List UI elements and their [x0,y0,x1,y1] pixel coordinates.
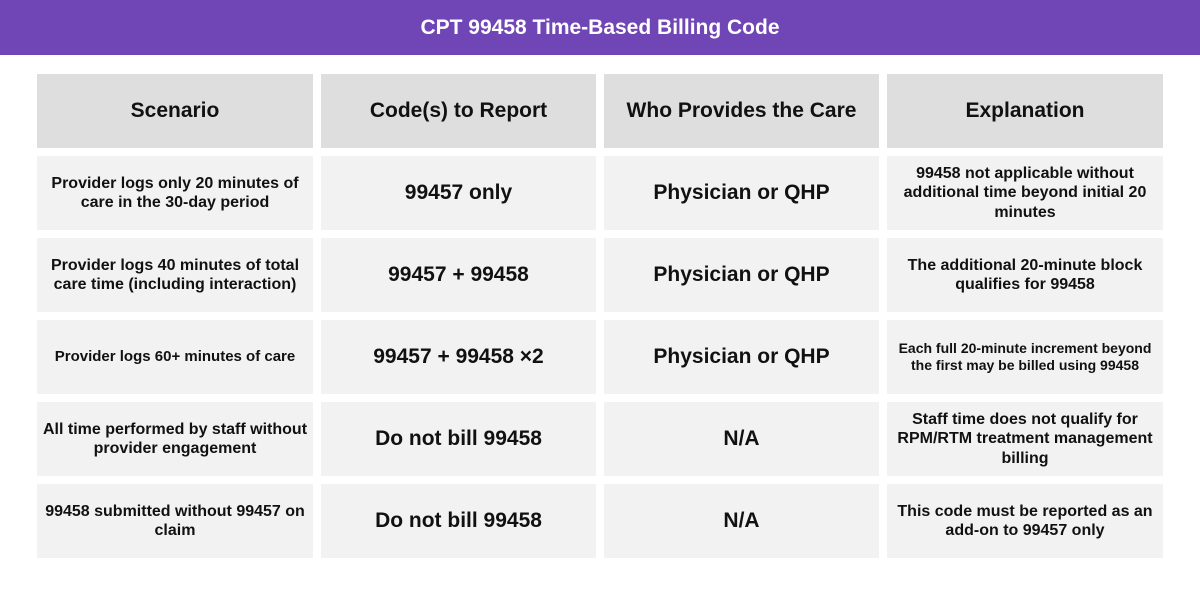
who-cell: Physician or QHP [604,156,879,230]
scenario-cell: Provider logs 40 minutes of total care t… [37,238,313,312]
who-cell: N/A [604,484,879,558]
who-cell: Physician or QHP [604,320,879,394]
billing-table: Scenario Code(s) to Report Who Provides … [37,74,1163,558]
codes-cell: 99457 + 99458 [321,238,596,312]
title-bar: CPT 99458 Time-Based Billing Code [0,0,1200,55]
column-header-explanation: Explanation [887,74,1163,148]
scenario-cell: Provider logs 60+ minutes of care [37,320,313,394]
scenario-cell: Provider logs only 20 minutes of care in… [37,156,313,230]
codes-cell: Do not bill 99458 [321,402,596,476]
column-header-scenario: Scenario [37,74,313,148]
codes-cell: 99457 + 99458 ×2 [321,320,596,394]
codes-cell: Do not bill 99458 [321,484,596,558]
scenario-cell: All time performed by staff without prov… [37,402,313,476]
page-title: CPT 99458 Time-Based Billing Code [420,15,780,39]
explanation-cell: Staff time does not qualify for RPM/RTM … [887,402,1163,476]
scenario-cell: 99458 submitted without 99457 on claim [37,484,313,558]
who-cell: Physician or QHP [604,238,879,312]
column-header-who: Who Provides the Care [604,74,879,148]
who-cell: N/A [604,402,879,476]
explanation-cell: This code must be reported as an add-on … [887,484,1163,558]
explanation-cell: 99458 not applicable without additional … [887,156,1163,230]
explanation-cell: The additional 20-minute block qualifies… [887,238,1163,312]
column-header-codes: Code(s) to Report [321,74,596,148]
codes-cell: 99457 only [321,156,596,230]
explanation-cell: Each full 20-minute increment beyond the… [887,320,1163,394]
